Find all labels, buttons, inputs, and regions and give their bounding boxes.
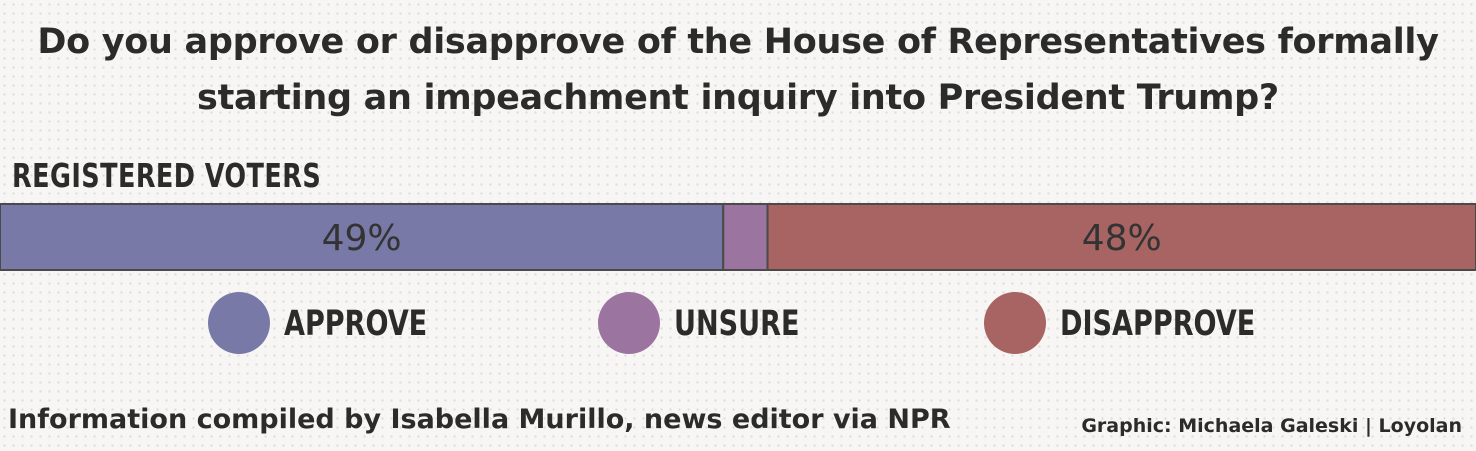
- legend-label-unsure: UNSURE: [674, 304, 800, 344]
- legend-swatch-disapprove: [984, 292, 1046, 354]
- graphic-credit: Graphic: Michaela Galeski | Loyolan: [1081, 415, 1462, 437]
- bar-segment-disapprove: [766, 203, 1476, 271]
- stacked-bar-chart: 49% 48%: [0, 203, 1476, 271]
- legend-label-disapprove: DISAPPROVE: [1060, 304, 1256, 344]
- chart-title-line-2: starting an impeachment inquiry into Pre…: [197, 78, 1279, 118]
- bar-segment-approve: [0, 203, 725, 271]
- data-label-approve: 49%: [322, 218, 402, 259]
- source-note: Information compiled by Isabella Murillo…: [8, 404, 951, 435]
- bar-segment-unsure: [722, 203, 769, 271]
- chart-title: Do you approve or disapprove of the Hous…: [0, 14, 1476, 126]
- data-label-disapprove: 48%: [1082, 218, 1162, 259]
- legend-swatch-unsure: [598, 292, 660, 354]
- category-label-registered-voters: REGISTERED VOTERS: [12, 156, 322, 195]
- legend-swatch-approve: [208, 292, 270, 354]
- chart-title-line-1: Do you approve or disapprove of the Hous…: [37, 22, 1439, 62]
- legend-label-approve: APPROVE: [284, 304, 428, 344]
